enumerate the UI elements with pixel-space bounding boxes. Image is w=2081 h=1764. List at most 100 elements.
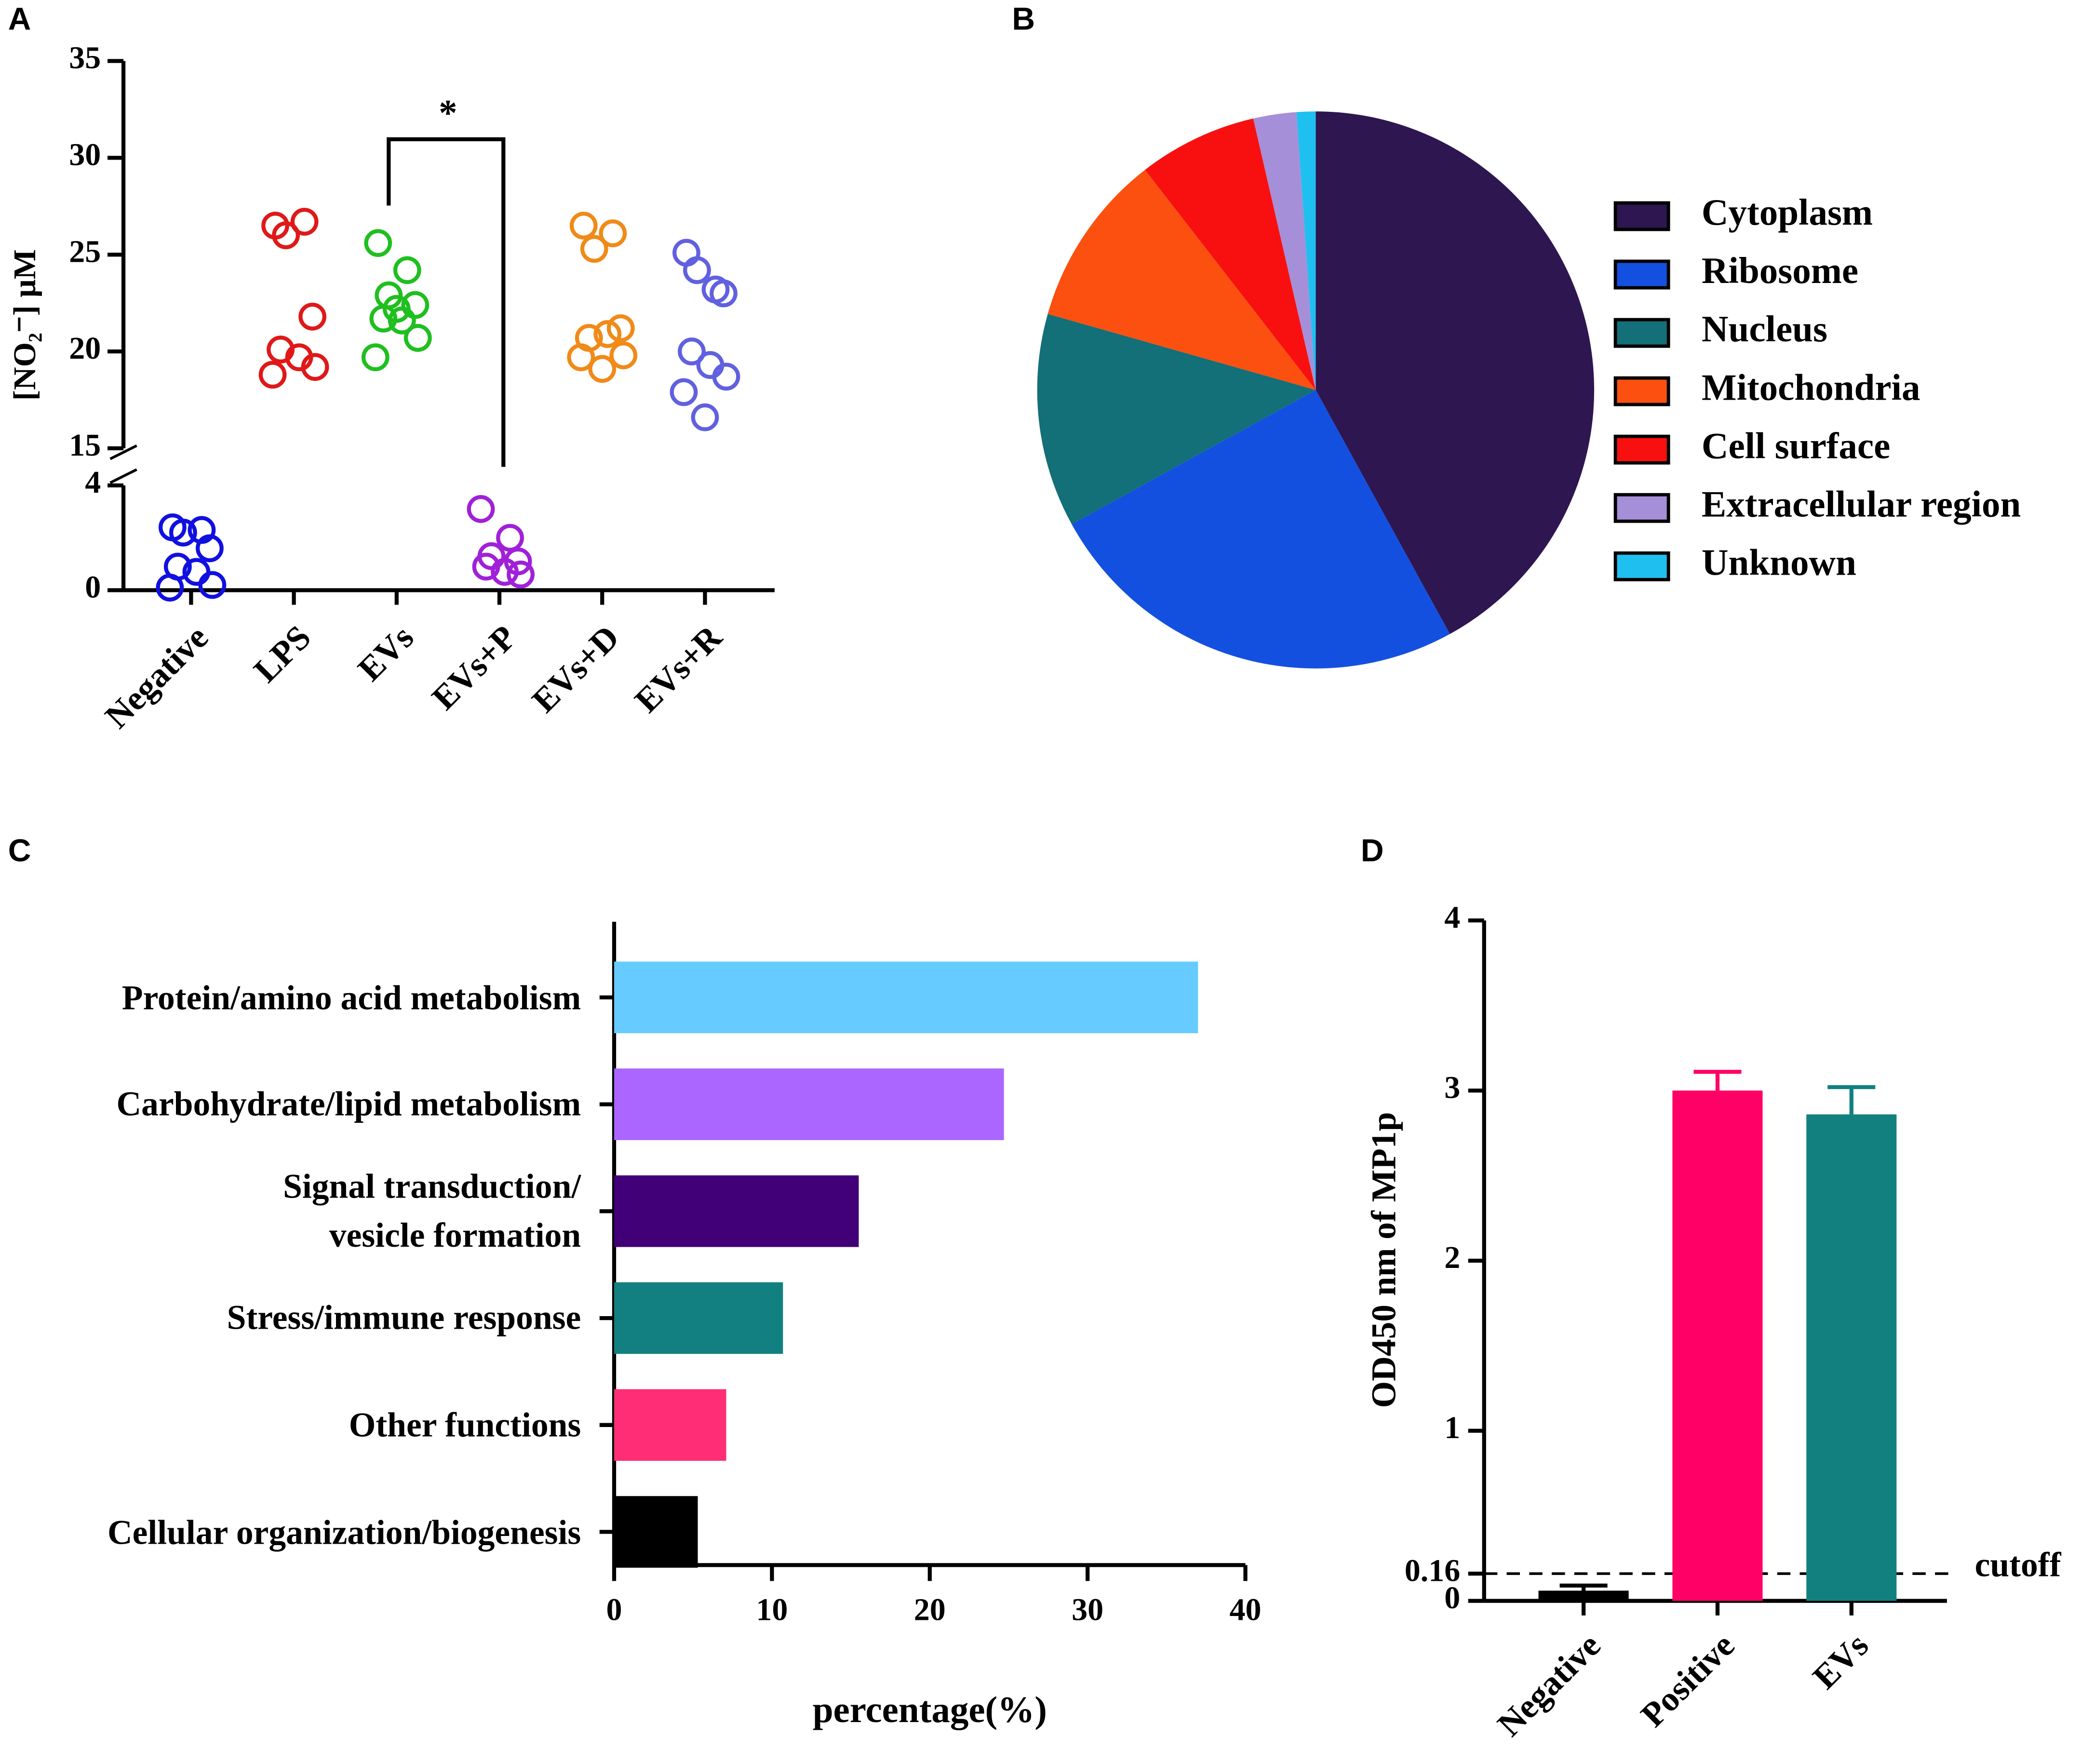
legend-swatch [1613,201,1670,231]
y-tick-label: 3 [1444,1070,1460,1105]
legend-swatch [1613,259,1670,290]
dot [298,302,327,331]
legend-swatch [1613,493,1670,523]
y-tick-label: 0.16 [1405,1553,1461,1588]
legend-label: Extracellular region [1702,483,2021,525]
y-tick-label: 2 [1444,1240,1460,1275]
y-tick-label: 30 [69,137,101,173]
dot [599,219,627,247]
category-label-box: Protein/amino acid metabolism [1,944,581,1050]
dot [196,534,224,563]
bar [614,961,1198,1034]
dot [272,221,300,249]
dot [670,378,698,406]
dot [169,518,197,547]
y-tick-label: 1 [1444,1410,1460,1445]
dot [467,495,495,523]
dot [609,341,638,369]
x-tick-label: 10 [756,1592,788,1628]
bar [614,1496,698,1568]
pie-slice [1037,314,1316,525]
legend-swatch [1613,376,1670,406]
y-tick-label: Stress/immune response [227,1299,581,1337]
dot [569,212,598,240]
category-label-box: Other functions [1,1372,581,1478]
dot [382,295,411,323]
bar [614,1389,726,1461]
category-label-box: Carbohydrate/lipid metabolism [116,1085,581,1124]
dot [567,343,595,371]
y-axis-label: [NO₂⁻] μM [7,249,42,401]
y-tick-label: 4 [85,465,101,500]
x-tick-label: 20 [914,1592,946,1628]
y-tick-label: Other functions [349,1405,581,1444]
bar [614,1068,1004,1140]
dot [393,256,421,284]
y-tick-label: 25 [69,234,101,269]
dot [496,524,524,552]
legend-swatch [1613,551,1670,581]
dot [198,571,227,599]
pie-slice [1047,170,1316,390]
pie-slice [1145,118,1316,390]
legend-label: Ribosome [1702,250,1858,291]
error-bar [1559,1583,1608,1591]
category-label-wrap: Other functions [1,1372,581,1478]
axis-break [109,468,137,484]
panel-label: C [8,832,31,868]
pie-slice [1296,111,1316,390]
category-label-box: Stress/immune response [1,1265,581,1371]
y-tick-label: Carbohydrate/lipid metabolism [116,1085,581,1124]
x-axis-label: percentage(%) [813,1689,1047,1730]
legend-label: Cell surface [1702,425,1890,466]
significance-bracket [387,137,506,467]
error-bar [1827,1085,1876,1115]
error-bar [1693,1070,1742,1091]
dot [361,343,389,371]
bar [1672,1091,1763,1601]
bar [614,1175,859,1247]
legend-label: Unknown [1702,541,1856,583]
category-label-wrap: Protein/amino acid metabolism [1,944,581,1050]
y-tick-label: 15 [69,428,101,463]
dot [290,208,319,236]
bar [614,1282,783,1354]
bar [1538,1590,1629,1601]
dot [691,403,719,431]
dot [403,324,432,352]
category-label-box: Cellular organization/biogenesis [1,1479,581,1585]
x-tick-label: 0 [606,1592,622,1628]
category-label-wrap: Stress/immune response [1,1265,581,1371]
pie-slice [1316,111,1595,634]
dot [580,235,608,263]
dot [678,337,706,365]
x-tick-label: 40 [1230,1592,1262,1628]
panel-label: D [1361,832,1384,868]
dot [606,314,635,342]
category-label-wrap: Cellular organization/biogenesis [1,1479,581,1585]
panel-label: A [8,0,31,36]
dot [712,363,740,391]
pie-slice [1253,112,1316,390]
legend-swatch [1613,434,1670,465]
significance-label: * [439,92,457,134]
dot [710,279,738,308]
category-label-box: Signal transduction/ vesicle formation [283,1167,581,1255]
dot [683,256,711,284]
dot [156,573,184,602]
y-tick-label: 4 [1444,900,1460,935]
legend-swatch [1613,318,1670,348]
legend-label: Nucleus [1702,308,1827,350]
dot [491,558,519,586]
y-tick-label: Cellular organization/biogenesis [107,1512,581,1551]
pie-slice [1072,390,1450,669]
dot [593,320,622,348]
dot [507,560,535,589]
legend-label: Mitochondria [1702,366,1920,408]
bar [1806,1114,1897,1601]
dot [364,229,392,257]
dot [472,552,500,581]
y-tick-label: Protein/amino acid metabolism [121,978,581,1017]
y-tick-label: Signal transduction/ vesicle formation [283,1167,581,1255]
